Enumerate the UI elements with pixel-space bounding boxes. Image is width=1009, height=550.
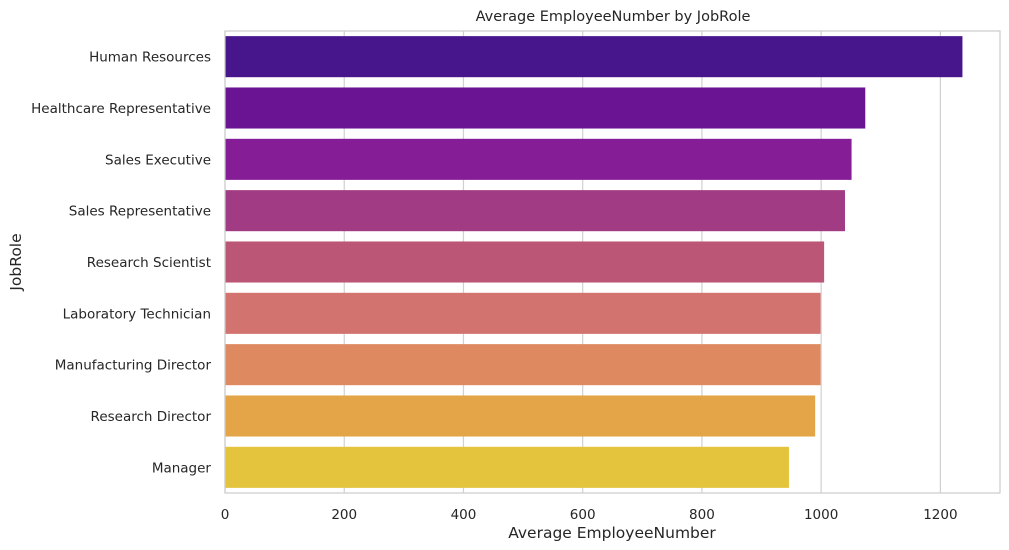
x-tick-label: 600 <box>570 507 596 523</box>
x-tick-label: 1200 <box>923 507 957 523</box>
plot-frame <box>224 30 1001 494</box>
y-tick-label: Research Director <box>91 409 212 425</box>
y-tick-label: Sales Representative <box>69 204 211 220</box>
y-tick-label: Human Resources <box>89 50 211 66</box>
y-tick-label: Laboratory Technician <box>63 306 211 322</box>
x-tick-label: 200 <box>331 507 357 523</box>
x-tick-label: 400 <box>451 507 477 523</box>
y-axis-label: JobRole <box>7 233 25 291</box>
y-tick-labels: Human Resources Healthcare Representative… <box>31 50 211 477</box>
y-tick-label: Healthcare Representative <box>31 101 211 117</box>
bar <box>225 446 789 488</box>
bar <box>225 395 816 437</box>
bar <box>225 190 845 232</box>
x-tick-label: 1000 <box>804 507 838 523</box>
x-tick-label: 0 <box>221 507 230 523</box>
y-tick-label: Research Scientist <box>87 255 211 271</box>
bar <box>225 241 825 283</box>
y-tick-label: Manager <box>152 460 212 476</box>
bar <box>225 344 821 386</box>
x-tick-labels: 0 200 400 600 800 1000 1200 <box>221 507 958 523</box>
x-axis-label: Average EmployeeNumber <box>508 524 716 542</box>
y-tick-label: Manufacturing Director <box>55 358 212 374</box>
y-tick-label: Sales Executive <box>105 152 211 168</box>
chart-title: Average EmployeeNumber by JobRole <box>476 9 751 25</box>
bar <box>225 292 821 334</box>
x-tick-label: 800 <box>689 507 715 523</box>
bar <box>225 36 963 78</box>
bar <box>225 87 866 129</box>
bar <box>225 138 852 180</box>
bars <box>225 36 963 488</box>
